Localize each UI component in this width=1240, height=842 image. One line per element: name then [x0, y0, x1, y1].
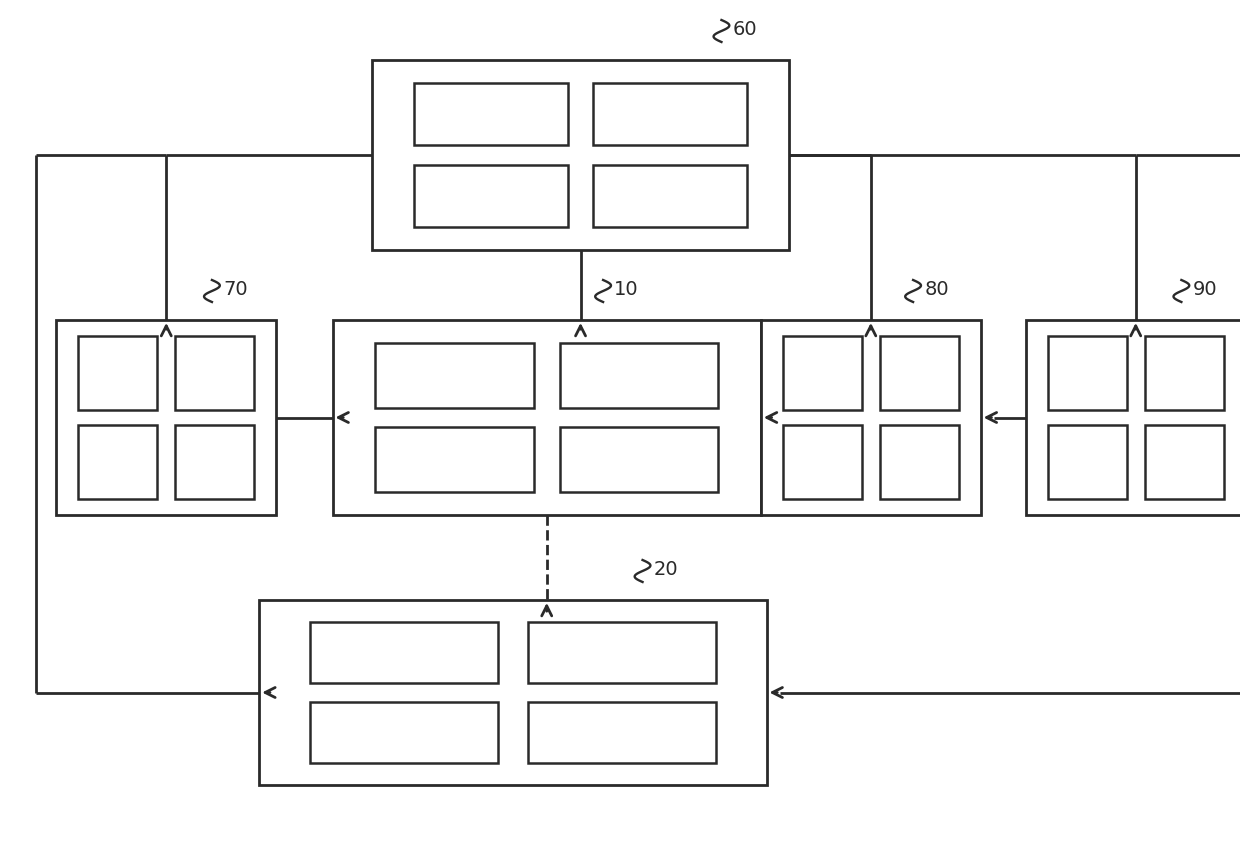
- Text: 10: 10: [614, 280, 639, 299]
- Bar: [782, 336, 862, 410]
- Bar: [528, 622, 715, 683]
- Bar: [782, 425, 862, 499]
- Bar: [78, 425, 157, 499]
- Text: 80: 80: [924, 280, 949, 299]
- Bar: [528, 701, 715, 763]
- Bar: [761, 320, 981, 515]
- Bar: [1145, 425, 1224, 499]
- Bar: [78, 336, 157, 410]
- Bar: [310, 622, 497, 683]
- Text: 70: 70: [223, 280, 248, 299]
- Bar: [879, 425, 959, 499]
- Bar: [310, 701, 497, 763]
- Bar: [1048, 336, 1127, 410]
- Text: 90: 90: [1193, 280, 1218, 299]
- Bar: [1025, 320, 1240, 515]
- Bar: [175, 336, 254, 410]
- Bar: [372, 60, 789, 250]
- Bar: [879, 336, 959, 410]
- Bar: [593, 83, 748, 146]
- Bar: [593, 164, 748, 227]
- Bar: [56, 320, 277, 515]
- Bar: [559, 427, 718, 492]
- Bar: [376, 344, 534, 408]
- Bar: [175, 425, 254, 499]
- Bar: [559, 344, 718, 408]
- Bar: [414, 164, 568, 227]
- Text: 60: 60: [733, 20, 758, 39]
- Text: 20: 20: [653, 560, 678, 579]
- Bar: [259, 600, 766, 785]
- Bar: [414, 83, 568, 146]
- Bar: [1145, 336, 1224, 410]
- Bar: [332, 320, 761, 515]
- Bar: [1048, 425, 1127, 499]
- Bar: [376, 427, 534, 492]
